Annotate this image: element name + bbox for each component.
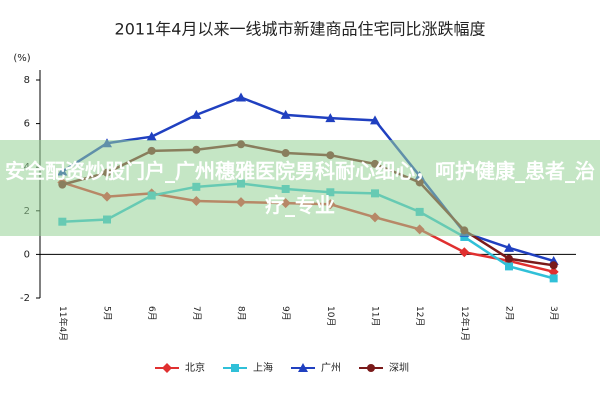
point <box>162 363 172 373</box>
point <box>505 262 513 271</box>
legend-label: 上海 <box>253 361 273 374</box>
point <box>460 232 469 241</box>
point <box>231 364 239 372</box>
chart-title: 2011年4月以来一线城市新建商品住宅同比涨跌幅度 <box>115 20 486 39</box>
point <box>280 109 291 119</box>
point <box>367 364 375 372</box>
y-axis-label: (%) <box>13 53 30 64</box>
x-tick-label: 7月 <box>191 306 202 321</box>
point <box>549 274 558 283</box>
y-tick-label: 0 <box>24 249 30 260</box>
x-tick-label: 8月 <box>236 306 247 321</box>
point <box>370 115 380 125</box>
point <box>504 242 514 252</box>
x-tick-label: 5月 <box>102 306 113 321</box>
legend-label: 北京 <box>185 361 205 374</box>
point <box>236 92 246 102</box>
x-tick-label: 11月 <box>370 306 381 326</box>
x-tick-label: 12月 <box>414 306 425 326</box>
point <box>505 254 513 263</box>
y-tick-label: -2 <box>20 293 30 304</box>
legend-label: 深圳 <box>389 362 409 374</box>
x-tick-label: 2月 <box>504 306 515 321</box>
y-tick-label: 6 <box>24 119 30 130</box>
point <box>548 266 559 277</box>
point <box>191 109 202 119</box>
point <box>549 261 558 270</box>
x-tick-label: 6月 <box>146 306 157 321</box>
point <box>146 131 157 141</box>
overlay-banner: 安全配资炒股门户_广州穗雅医院男科耐心细心，呵护健康_患者_治疗_专业 <box>0 140 600 236</box>
x-tick-label: 10月 <box>325 306 336 326</box>
y-tick-label: 8 <box>24 75 30 86</box>
x-tick-label: 3月 <box>548 306 559 321</box>
x-tick-label: 9月 <box>280 306 291 321</box>
x-tick-label: 11年4月 <box>57 306 69 341</box>
point <box>298 363 308 372</box>
x-tick-label: 12年1月 <box>459 306 471 341</box>
legend-label: 广州 <box>321 362 341 374</box>
point <box>325 113 336 123</box>
point <box>459 247 470 258</box>
